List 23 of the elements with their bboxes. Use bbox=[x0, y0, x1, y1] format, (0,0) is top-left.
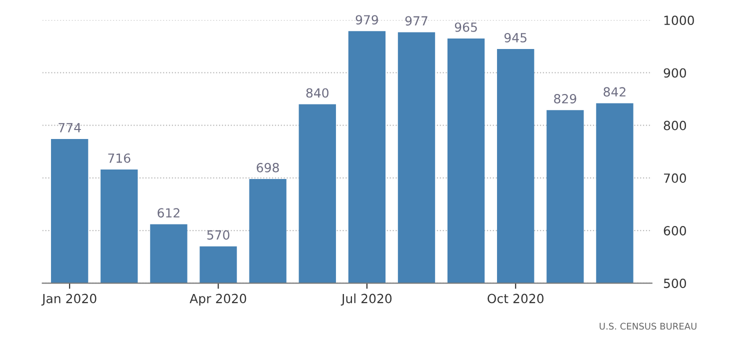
x-tick-label: Apr 2020 bbox=[190, 294, 246, 306]
x-tick-label: Jul 2020 bbox=[340, 294, 392, 306]
y-tick-label: 800 bbox=[664, 120, 686, 130]
data-label: 842 bbox=[604, 87, 626, 97]
data-label: 977 bbox=[405, 16, 428, 26]
text: U.S. CENSUS BUREAU bbox=[600, 322, 696, 330]
y-tick-label: 500 bbox=[664, 278, 686, 288]
data-label: 829 bbox=[554, 94, 576, 104]
y-tick-label: 700 bbox=[664, 173, 686, 183]
y-tick-label: 1000 bbox=[664, 16, 694, 26]
x-tick-label: Oct 2020 bbox=[488, 294, 544, 304]
data-label: 612 bbox=[158, 208, 180, 218]
data-label: 570 bbox=[207, 230, 230, 240]
x-tick-label: Jan 2020 bbox=[41, 294, 96, 306]
y-tick-label: 900 bbox=[664, 68, 686, 78]
data-label: 840 bbox=[306, 88, 328, 98]
data-label: 979 bbox=[356, 15, 378, 25]
data-label: 774 bbox=[58, 123, 81, 132]
data-label: 965 bbox=[454, 22, 477, 32]
y-tick-label: 600 bbox=[664, 226, 686, 236]
data-label: 945 bbox=[504, 32, 526, 42]
data-label: 716 bbox=[108, 153, 130, 163]
data-label: 698 bbox=[256, 162, 279, 172]
